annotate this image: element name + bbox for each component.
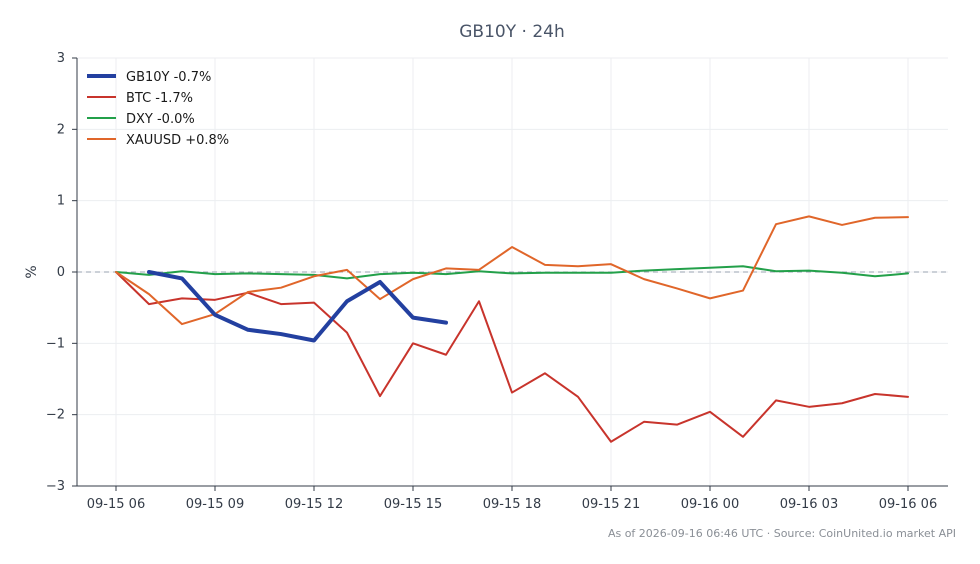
tick-label-y: 0: [57, 265, 65, 280]
series-line-dxy: [115, 265, 909, 280]
tick-label-x: 09-16 06: [879, 497, 937, 512]
tick-label-x: 09-15 06: [87, 497, 145, 512]
tick-label-x: 09-15 15: [384, 497, 442, 512]
tick-label-x: 09-15 21: [582, 497, 640, 512]
footer-source: As of 2026-09-16 06:46 UTC · Source: Coi…: [608, 527, 956, 540]
tick-label-x: 09-15 09: [186, 497, 244, 512]
tick-label-x: 09-15 18: [483, 497, 541, 512]
tick-label-x: 09-16 00: [681, 497, 739, 512]
tick-label-y: 3: [57, 51, 65, 66]
y-axis-label: %: [24, 265, 40, 278]
tick-label-y: −3: [46, 479, 65, 494]
tick-label-y: 1: [57, 194, 65, 209]
legend-label-dxy: DXY -0.0%: [126, 112, 195, 127]
series-line-xauusd: [115, 215, 909, 326]
chart-title: GB10Y · 24h: [459, 22, 564, 42]
legend-label-gb10y: GB10Y -0.7%: [126, 70, 211, 85]
tick-label-y: 2: [57, 122, 65, 137]
tick-label-y: −2: [46, 408, 65, 423]
tick-label-x: 09-15 12: [285, 497, 343, 512]
series-group: [115, 215, 909, 443]
legend-label-xauusd: XAUUSD +0.8%: [126, 133, 229, 148]
legend-label-btc: BTC -1.7%: [126, 91, 193, 106]
tick-label-y: −1: [46, 336, 65, 351]
series-line-gb10y: [147, 270, 448, 343]
tick-label-x: 09-16 03: [780, 497, 838, 512]
axes: 3 2 1 0 −1 −2 −3 09-15 06 09-15 09 09-15 12 09-15 …: [46, 51, 948, 512]
legend: GB10Y -0.7% BTC -1.7% DXY -0.0% XAUUSD +0.8…: [87, 70, 229, 148]
